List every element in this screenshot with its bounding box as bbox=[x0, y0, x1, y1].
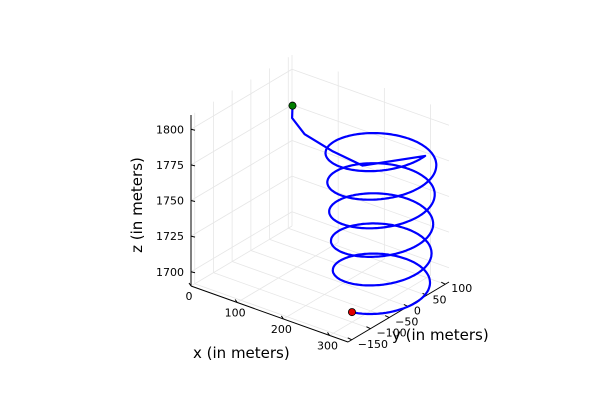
z-tick-label: 1700 bbox=[156, 266, 184, 279]
y-tick-mark bbox=[384, 315, 390, 319]
grid-line-floor-y bbox=[213, 272, 371, 330]
z-tick-label: 1750 bbox=[156, 195, 184, 208]
y-tick-label: 100 bbox=[451, 282, 472, 295]
y-tick-label: 0 bbox=[414, 304, 421, 317]
y-tick-label: −100 bbox=[376, 327, 406, 340]
x-tick-mark bbox=[327, 332, 330, 336]
grid-line-left-z bbox=[190, 104, 293, 166]
y-tick-label: −150 bbox=[358, 338, 388, 351]
grid-line-floor-x bbox=[236, 242, 339, 303]
y-tick-mark bbox=[441, 281, 446, 285]
grid-line-floor-x bbox=[283, 258, 385, 320]
start-marker bbox=[347, 308, 356, 317]
x-tick-mark bbox=[280, 315, 284, 320]
z-tick-label: 1800 bbox=[156, 123, 184, 136]
x-tick-mark bbox=[188, 282, 192, 287]
end-marker bbox=[288, 101, 297, 110]
grid-line-floor-x bbox=[329, 275, 431, 336]
x-axis-line bbox=[190, 285, 349, 343]
grid-line-back-z bbox=[291, 140, 450, 197]
y-axis-label: y (in meters) bbox=[392, 326, 489, 344]
x-tick-mark bbox=[234, 299, 238, 303]
grid-line-floor-y bbox=[194, 283, 352, 341]
grid-line-left-z bbox=[190, 140, 293, 201]
grid-line-floor-x bbox=[190, 225, 293, 287]
z-tick-mark bbox=[190, 200, 196, 202]
x-tick-label: 0 bbox=[186, 290, 193, 303]
x-tick-label: 200 bbox=[271, 323, 292, 336]
series-layer bbox=[291, 105, 438, 316]
z-tick-label: 1775 bbox=[156, 159, 184, 172]
grid-line-floor-y bbox=[250, 250, 408, 307]
x-axis-label: x (in meters) bbox=[193, 344, 290, 362]
grid-line-back-z bbox=[291, 175, 450, 233]
z-tick-mark bbox=[190, 128, 196, 131]
z-tick-label: 1725 bbox=[156, 230, 184, 243]
grid-line-left-z bbox=[190, 211, 293, 273]
grid-layer bbox=[190, 55, 450, 341]
z-tick-mark bbox=[190, 271, 196, 274]
z-tick-mark bbox=[190, 235, 196, 238]
marker-layer bbox=[288, 101, 356, 317]
z-axis-label: z (in meters) bbox=[128, 157, 146, 253]
x-tick-label: 100 bbox=[225, 306, 246, 319]
grid-line-back-z bbox=[291, 68, 450, 126]
grid-line-floor-y bbox=[269, 238, 427, 296]
y-tick-label: 50 bbox=[433, 293, 447, 306]
x-tick-label: 300 bbox=[317, 339, 338, 352]
y-axis-line bbox=[347, 281, 450, 343]
grid-line-left-z bbox=[190, 68, 293, 130]
y-tick-label: −50 bbox=[395, 316, 418, 329]
grid-line-left-z bbox=[190, 175, 293, 237]
grid-line-floor-y bbox=[232, 261, 390, 318]
z-tick-mark bbox=[190, 164, 196, 167]
grid-line-back-z bbox=[291, 211, 450, 269]
y-tick-mark bbox=[366, 326, 371, 330]
trajectory-line bbox=[291, 105, 438, 316]
y-tick-mark bbox=[347, 337, 352, 341]
